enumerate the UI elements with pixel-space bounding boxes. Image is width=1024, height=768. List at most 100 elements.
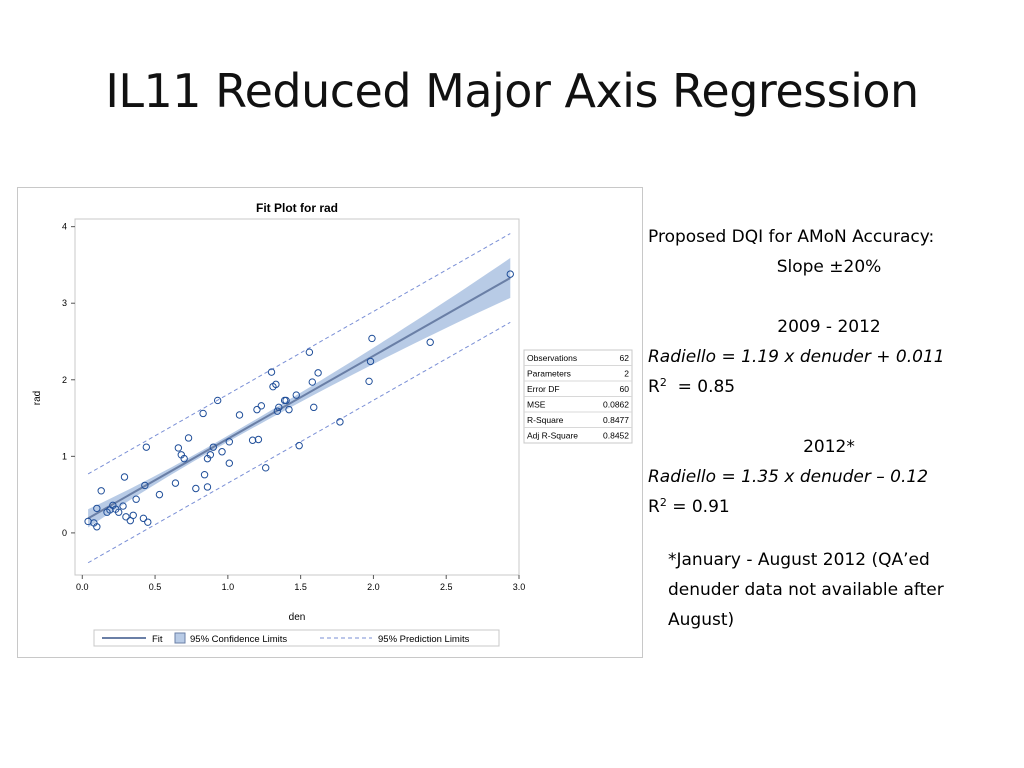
data-points xyxy=(84,270,514,531)
stats-label: Parameters xyxy=(527,369,571,379)
data-point xyxy=(144,518,152,526)
stats-value: 0.0862 xyxy=(603,400,629,410)
x-tick-label: 2.0 xyxy=(367,582,380,592)
y-tick-label: 4 xyxy=(62,222,67,232)
data-point xyxy=(262,464,270,472)
data-point xyxy=(218,448,226,456)
period2-r-prefix: R xyxy=(648,497,660,517)
data-point xyxy=(122,513,130,521)
data-point xyxy=(141,481,149,490)
period1-r-prefix: R xyxy=(648,377,660,397)
confidence-band-area xyxy=(88,258,511,528)
footnote: *January - August 2012 (QA’ed denuder da… xyxy=(668,550,944,630)
stats-value: 2 xyxy=(624,369,629,379)
legend-label: Fit xyxy=(152,634,163,645)
y-tick-label: 2 xyxy=(62,375,67,385)
x-tick-label: 2.5 xyxy=(440,582,453,592)
data-point xyxy=(235,411,244,419)
stats-value: 62 xyxy=(620,353,630,363)
dqi-heading: Proposed DQI for AMoN Accuracy: xyxy=(648,227,935,247)
data-point xyxy=(336,418,344,426)
data-point xyxy=(365,377,373,386)
data-point xyxy=(97,487,105,495)
stats-label: Adj R-Square xyxy=(527,431,578,441)
x-tick-label: 0.5 xyxy=(149,582,162,592)
period1-equation: Radiello = 1.19 x denuder + 0.011 xyxy=(648,347,945,367)
prediction-band xyxy=(87,233,511,564)
chart-title: Fit Plot for rad xyxy=(256,201,338,215)
data-point xyxy=(273,407,282,415)
stats-label: MSE xyxy=(527,400,546,410)
period2-r-value: = 0.91 xyxy=(666,497,730,517)
slide-title: IL11 Reduced Major Axis Regression xyxy=(105,64,919,118)
data-point xyxy=(180,454,188,463)
data-point xyxy=(139,514,148,523)
data-point xyxy=(142,443,151,451)
y-axis: 0 1 2 3 4 xyxy=(62,222,75,538)
fit-statistics-table: Observations 62 Parameters 2 Error DF 60 MSE 0.… xyxy=(523,349,633,444)
prediction-limit-upper xyxy=(87,233,511,475)
data-point xyxy=(203,483,212,491)
data-point xyxy=(155,490,164,499)
y-tick-label: 1 xyxy=(62,451,67,461)
data-point xyxy=(426,338,434,346)
x-axis: 0.0 0.5 1.0 1.5 2.0 2.5 3.0 xyxy=(76,575,525,592)
data-point xyxy=(308,378,316,386)
data-point xyxy=(292,391,300,399)
data-point xyxy=(206,451,215,459)
period2-r-sup: 2 xyxy=(659,496,667,509)
period2-equation: Radiello = 1.35 x denuder – 0.12 xyxy=(648,467,929,487)
stats-label: Error DF xyxy=(527,384,560,394)
data-point xyxy=(267,368,276,376)
legend-border xyxy=(93,629,500,647)
data-point xyxy=(184,434,193,442)
data-point xyxy=(253,405,261,414)
legend-swatch-confidence xyxy=(174,632,186,644)
data-point xyxy=(129,511,137,519)
stats-value: 60 xyxy=(620,384,630,394)
notes-panel: Proposed DQI for AMoN Accuracy: Slope ±2… xyxy=(648,222,1018,522)
period1-r-value: = 0.85 xyxy=(666,377,736,397)
dqi-value: Slope ±20% xyxy=(776,257,882,277)
data-point xyxy=(120,473,129,481)
legend-label: 95% Confidence Limits xyxy=(190,634,287,645)
y-tick-label: 0 xyxy=(62,528,67,538)
confidence-band xyxy=(88,258,511,528)
legend-label: 95% Prediction Limits xyxy=(378,634,470,645)
data-point xyxy=(248,436,257,444)
data-point xyxy=(257,402,266,410)
fit-plot-svg: Fit Plot for rad 0.0 0.5 1.0 1.5 2.0 2.5 3.0 0… xyxy=(32,201,633,647)
stats-value: 0.8452 xyxy=(603,431,629,441)
data-point xyxy=(119,502,127,510)
data-point xyxy=(506,270,514,278)
x-tick-label: 3.0 xyxy=(513,582,526,592)
data-point xyxy=(174,444,183,452)
data-point xyxy=(213,396,222,405)
data-point xyxy=(114,508,123,516)
data-point xyxy=(199,409,207,418)
stats-value: 0.8477 xyxy=(603,415,629,425)
plot-border xyxy=(74,218,520,576)
x-tick-label: 1.0 xyxy=(222,582,235,592)
data-point xyxy=(368,334,376,343)
period1-r-sup: 2 xyxy=(659,376,667,389)
period1-r-squared: R2 = 0.85 xyxy=(648,372,1018,402)
y-axis-label: rad xyxy=(32,391,43,405)
prediction-limit-lower xyxy=(87,321,511,564)
data-point xyxy=(209,443,217,451)
fit-line xyxy=(87,277,511,520)
data-point xyxy=(295,441,303,450)
data-point xyxy=(225,459,234,467)
x-tick-label: 0.0 xyxy=(76,582,89,592)
data-point xyxy=(200,471,209,479)
stats-label: Observations xyxy=(527,353,577,363)
fit-line-path xyxy=(87,277,511,520)
data-point xyxy=(305,348,314,356)
data-point xyxy=(225,438,234,446)
x-tick-label: 1.5 xyxy=(294,582,307,592)
data-point xyxy=(310,403,318,412)
data-point xyxy=(192,484,200,493)
data-point xyxy=(132,495,140,503)
data-point xyxy=(93,523,101,531)
period2-label: 2012* xyxy=(803,437,855,457)
